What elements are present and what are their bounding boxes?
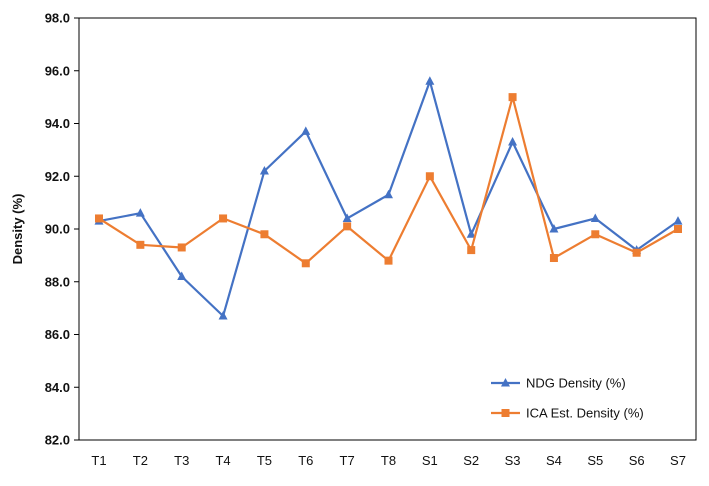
data-point — [425, 172, 434, 181]
legend-label: ICA Est. Density (%) — [526, 406, 644, 421]
series-ndg-density — [94, 76, 683, 320]
y-axis: 82.0 84.0 86.0 88.0 90.0 92.0 94.0 96.0 98.0 — [45, 11, 79, 448]
data-point — [95, 214, 103, 223]
x-axis: T1 T2 T3 T4 T5 T6 T7 T8 S1 S2 S3 S4 S5 S6 S7 — [91, 453, 686, 468]
x-tick-label: S6 — [629, 453, 645, 468]
y-tick-label: 96.0 — [45, 63, 70, 78]
x-tick-label: T5 — [257, 453, 272, 468]
data-point — [549, 224, 559, 233]
data-point — [219, 214, 228, 223]
data-point — [466, 229, 476, 238]
data-point — [591, 230, 600, 239]
x-tick-label: T7 — [340, 453, 355, 468]
x-tick-label: S4 — [546, 453, 562, 468]
series-layer — [94, 76, 683, 320]
y-tick-label: 82.0 — [45, 433, 70, 448]
data-point — [508, 136, 518, 146]
series-ica-est-density — [95, 93, 682, 268]
legend-marker — [501, 378, 510, 387]
data-point — [259, 165, 269, 175]
x-tick-label: S2 — [463, 453, 479, 468]
data-point — [508, 93, 517, 102]
data-point — [673, 216, 683, 225]
data-point — [218, 311, 228, 320]
x-tick-label: S3 — [505, 453, 521, 468]
y-tick-label: 98.0 — [45, 11, 70, 26]
data-point — [467, 246, 476, 255]
y-tick-label: 84.0 — [45, 380, 70, 395]
data-point — [425, 76, 435, 85]
data-point — [260, 230, 269, 239]
legend-label: NDG Density (%) — [526, 376, 626, 391]
data-point — [384, 189, 393, 199]
data-point — [590, 213, 600, 222]
y-tick-label: 94.0 — [45, 116, 70, 131]
x-tick-label: S5 — [587, 453, 603, 468]
x-tick-label: T6 — [298, 453, 313, 468]
y-tick-label: 92.0 — [45, 169, 70, 184]
y-axis-title: Density (%) — [10, 194, 25, 265]
y-tick-label: 90.0 — [45, 222, 70, 237]
legend-marker — [501, 409, 510, 417]
y-tick-label: 88.0 — [45, 274, 70, 289]
x-tick-label: T8 — [381, 453, 396, 468]
data-point — [343, 222, 352, 231]
legend: NDG Density (%) ICA Est. Density (%) — [491, 376, 644, 421]
x-tick-label: S1 — [422, 453, 438, 468]
data-point — [674, 225, 682, 233]
data-point — [632, 248, 641, 257]
x-tick-label: T1 — [91, 453, 106, 468]
data-point — [135, 208, 145, 217]
x-tick-label: T2 — [133, 453, 148, 468]
data-point — [301, 126, 311, 135]
data-point — [177, 271, 187, 280]
data-point — [342, 213, 352, 222]
x-tick-label: T3 — [174, 453, 189, 468]
x-tick-label: S7 — [670, 453, 686, 468]
x-tick-label: T4 — [215, 453, 230, 468]
y-tick-label: 86.0 — [45, 327, 70, 342]
data-point — [136, 240, 145, 249]
data-point — [549, 254, 558, 263]
data-point — [384, 256, 393, 265]
data-point — [177, 243, 186, 252]
data-point — [301, 259, 310, 268]
